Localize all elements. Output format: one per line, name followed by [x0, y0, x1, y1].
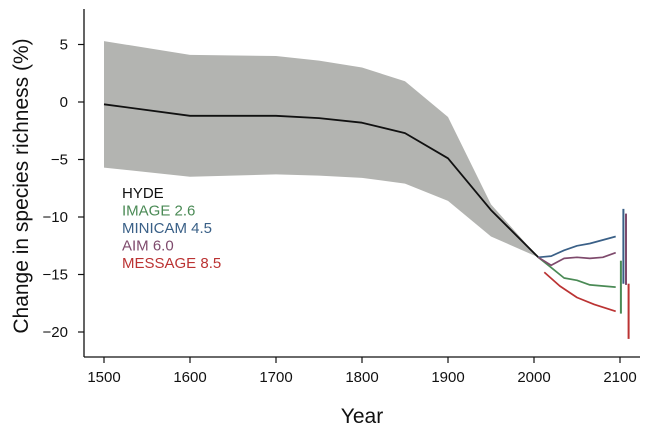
y-tick-label: −5: [51, 152, 68, 169]
legend-entry-aim-6-0: AIM 6.0: [122, 238, 174, 255]
y-tick-label: −10: [43, 209, 68, 226]
series-line-aim-6-0: [537, 251, 616, 267]
x-tick-label: 1500: [87, 369, 120, 386]
y-tick-label: 5: [60, 37, 68, 54]
legend-entry-hyde: HYDE: [122, 185, 164, 202]
x-axis-title: Year: [341, 405, 383, 428]
confidence-band-layer: [104, 41, 539, 258]
series-line-message-8-5: [543, 271, 616, 313]
legend-entry-minicam-4-5: MINICAM 4.5: [122, 220, 212, 237]
x-ticks-layer: 1500 1600 1700 1800 1900 2000 2100: [87, 357, 637, 386]
y-tick-label: 0: [60, 94, 68, 111]
series-line-image-2-6: [537, 256, 616, 288]
x-tick-label: 1900: [431, 369, 464, 386]
series-lines-layer: [103, 103, 616, 313]
y-tick-label: −15: [43, 267, 68, 284]
x-tick-label: 2000: [517, 369, 550, 386]
x-tick-label: 1700: [259, 369, 292, 386]
series-line-minicam-4-5: [538, 235, 616, 259]
x-tick-label: 2100: [603, 369, 636, 386]
y-ticks-layer: 5 0 −5 −10 −15 −20: [43, 37, 84, 341]
series-line-hyde: [103, 103, 539, 258]
x-tick-label: 1600: [173, 369, 206, 386]
x-tick-label: 1800: [345, 369, 378, 386]
y-tick-label: −20: [43, 324, 68, 341]
legend-entry-message-8-5: MESSAGE 8.5: [122, 255, 221, 272]
legend-entry-image-2-6: IMAGE 2.6: [122, 203, 195, 220]
uncertainty-band: [104, 41, 539, 258]
range-bars-layer: [619, 208, 630, 339]
y-axis-title: Change in species richness (%): [10, 38, 33, 333]
